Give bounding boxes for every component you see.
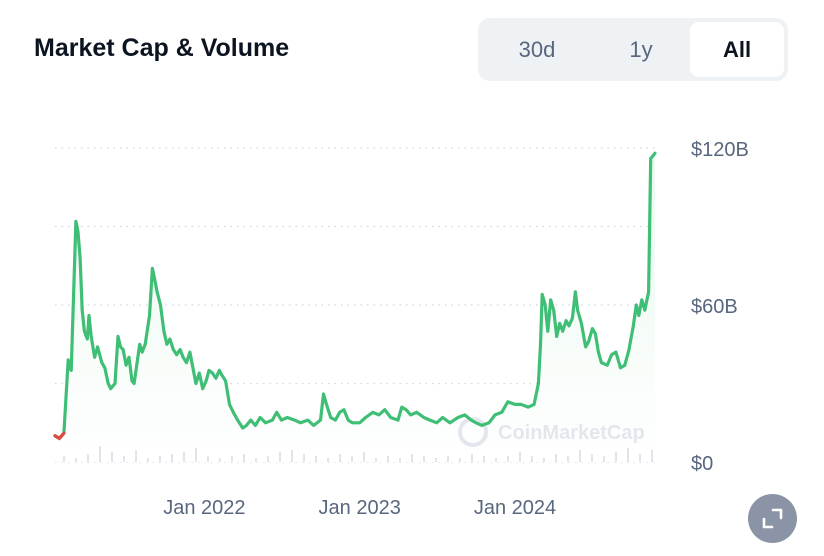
volume-bar [327, 458, 329, 462]
expand-icon [762, 508, 783, 529]
market-cap-line [53, 151, 657, 440]
volume-bar [543, 458, 545, 462]
volume-bar [195, 448, 197, 462]
volume-bar [219, 458, 221, 462]
volume-bar [531, 456, 533, 462]
volume-bar [639, 454, 641, 462]
volume-bar [363, 452, 365, 462]
volume-bar [255, 458, 257, 462]
y-tick-label: $0 [691, 453, 713, 475]
volume-bar [483, 456, 485, 462]
watermark-logo-icon [458, 417, 488, 447]
volume-bar [375, 458, 377, 462]
volume-bar [459, 458, 461, 462]
x-tick-label: Jan 2023 [319, 497, 401, 519]
volume-bar [651, 450, 653, 462]
volume-bar [591, 454, 593, 462]
volume-bar [399, 458, 401, 462]
volume-bar [471, 454, 473, 462]
volume-bar [303, 454, 305, 462]
volume-bar [123, 456, 125, 462]
volume-bar [159, 456, 161, 462]
volume-bar [387, 456, 389, 462]
volume-bar [171, 454, 173, 462]
volume-bar [99, 446, 101, 462]
volume-bar [291, 450, 293, 462]
volume-bar [555, 454, 557, 462]
range-30d-button[interactable]: 30d [518, 37, 556, 62]
market-cap-area [55, 153, 655, 462]
x-tick-label: Jan 2022 [163, 497, 245, 519]
volume-bar [63, 456, 65, 462]
volume-bar [243, 454, 245, 462]
volume-bar [267, 456, 269, 462]
time-range-selector: 30d 1y All [478, 18, 788, 81]
y-tick-label: $60B [691, 296, 738, 318]
range-all-button[interactable]: All [690, 22, 784, 77]
volume-bar [135, 450, 137, 462]
volume-bar [339, 454, 341, 462]
volume-bar [87, 454, 89, 462]
volume-bar [435, 458, 437, 462]
expand-chart-button[interactable] [748, 494, 797, 543]
volume-bar [279, 452, 281, 462]
volume-bar [207, 456, 209, 462]
volume-bar [627, 448, 629, 462]
volume-bar [507, 456, 509, 462]
volume-bar [75, 458, 77, 462]
range-1y-button[interactable]: 1y [629, 37, 653, 62]
volume-bar [519, 452, 521, 462]
volume-bar [351, 456, 353, 462]
volume-bar [231, 456, 233, 462]
y-tick-label: $120B [691, 139, 749, 161]
volume-bar [147, 458, 149, 462]
volume-bar [579, 450, 581, 462]
chart-title: Market Cap & Volume [34, 34, 290, 62]
market-cap-line-start [53, 431, 66, 441]
volume-bar [603, 456, 605, 462]
volume-bar [411, 454, 413, 462]
volume-bar [111, 452, 113, 462]
watermark-text: CoinMarketCap [498, 422, 645, 444]
volume-bar [183, 452, 185, 462]
volume-bar [615, 452, 617, 462]
x-tick-label: Jan 2024 [474, 497, 556, 519]
volume-bar [447, 456, 449, 462]
volume-bar [495, 458, 497, 462]
volume-bar [567, 456, 569, 462]
volume-bar [423, 456, 425, 462]
volume-bar [315, 456, 317, 462]
